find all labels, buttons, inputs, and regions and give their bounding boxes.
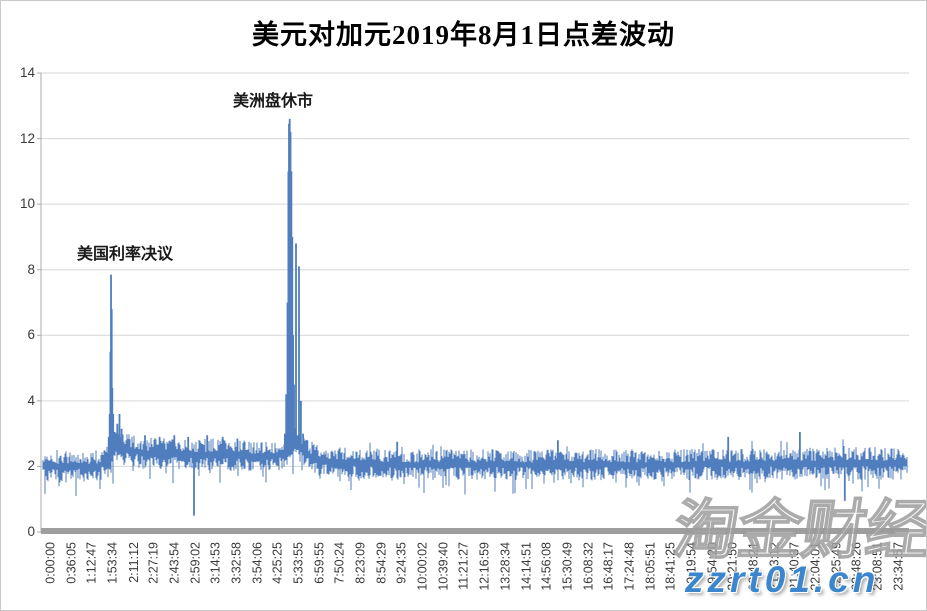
x-axis-tick-label-28: 17:24:48 [622,542,637,591]
spread-series-noise [42,425,908,496]
x-axis-tick-label-12: 5:33:55 [291,542,306,584]
x-axis-tick-label-6: 2:43:54 [167,542,182,584]
x-axis-tick-label-20: 11:21:27 [457,542,472,590]
watermark-url-text: zzrt01.cn [685,559,880,600]
y-axis-tick-label-0: 0 [27,524,35,539]
spread-series-spikes [107,118,846,516]
x-axis-tick-label-21: 12:16:59 [477,542,492,591]
y-axis-tick-label-4: 4 [27,392,35,408]
x-axis-tick-label-16: 8:54:29 [374,542,389,584]
y-axis-tick-label-6: 6 [27,327,35,343]
x-axis-tick-label-9: 3:32:58 [229,542,244,584]
annotation-americas-market-close: 美洲盘休市 [233,93,314,110]
x-axis-tick-label-19: 10:39:40 [436,542,451,591]
x-axis-tick-label-17: 9:24:35 [395,542,410,584]
x-axis-tick-label-26: 16:08:32 [581,542,596,591]
y-axis-tick-label-10: 10 [19,196,35,212]
x-axis-tick-label-2: 1:12:47 [85,542,100,584]
chart-title: 美元对加元2019年8月1日点差波动 [252,20,675,50]
x-axis-tick-label-11: 4:25:25 [271,542,286,584]
x-axis-tick-label-7: 2:59:02 [188,542,203,584]
x-axis-tick-label-15: 8:23:09 [353,542,368,584]
x-axis-tick-label-10: 3:54:06 [250,542,265,584]
x-axis-tick-label-3: 1:53:34 [105,542,120,584]
watermark-brand-text: 淘金财经 [668,494,927,567]
x-axis-band [41,528,909,534]
x-axis-tick-label-1: 0:36:05 [64,542,79,584]
x-axis-tick-label-4: 2:11:12 [126,542,141,583]
y-axis-tick-label-8: 8 [27,261,35,277]
x-axis-tick-label-25: 15:30:49 [560,542,575,591]
x-axis-tick-label-13: 6:59:55 [312,542,327,584]
x-axis-tick-label-27: 16:48:17 [601,542,616,591]
x-axis-tick-label-29: 18:05:51 [643,542,658,591]
x-axis-tick-label-18: 10:00:02 [415,542,430,591]
y-axis-tick-label-14: 14 [19,65,35,80]
x-axis-tick-label-14: 7:50:24 [333,542,348,584]
x-axis-tick-label-22: 13:28:34 [498,542,513,591]
y-axis-tick-label-2: 2 [27,458,35,474]
y-axis-tick-label-12: 12 [19,130,35,146]
x-axis-tick-label-23: 14:14:51 [519,542,534,591]
x-axis-tick-label-8: 3:14:53 [209,542,224,584]
x-axis-tick-label-0: 0:00:00 [43,542,58,584]
x-axis-tick-label-5: 2:27:19 [147,542,162,584]
annotation-us-rate-decision: 美国利率决议 [77,246,174,263]
x-axis-tick-label-24: 14:56:08 [539,542,554,591]
